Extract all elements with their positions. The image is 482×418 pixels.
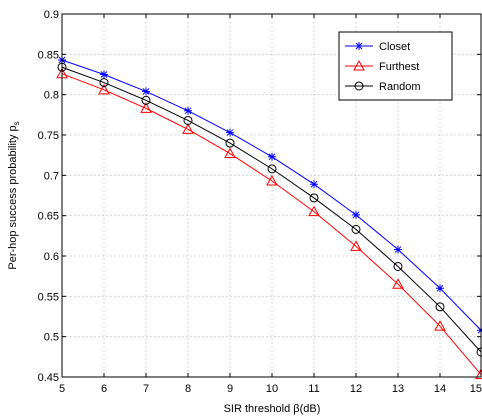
series-layer: [56, 55, 482, 380]
data-point-closet: [268, 152, 276, 161]
series-line-furthest: [61, 73, 482, 375]
y-tick-label: 0.6: [44, 251, 59, 263]
data-point-random: [351, 224, 361, 234]
legend: Closet Furthest Random: [338, 31, 453, 101]
data-point-closet: [184, 106, 192, 115]
x-tick-label: 7: [143, 383, 149, 395]
x-axis-label-text: SIR threshold β(dB): [224, 403, 321, 415]
x-tick-label: 15: [470, 383, 482, 395]
data-point-random: [267, 164, 277, 174]
data-point-furthest: [392, 278, 404, 289]
legend-marker: [355, 42, 363, 50]
data-point-random: [141, 95, 151, 105]
data-point-closet: [100, 70, 108, 79]
data-point-furthest: [350, 240, 362, 251]
legend-label: Random: [379, 81, 421, 93]
data-point-furthest: [266, 174, 278, 186]
tick-labels: 5 6 7 8 9 10 11 12 13 14 15 0.45 0.5 0.55 0.6 0.65 0.7 0.…: [38, 9, 482, 395]
series-furthest: [56, 67, 482, 380]
y-tick-label: 0.9: [44, 9, 59, 21]
data-point-random: [183, 115, 193, 125]
data-point-closet: [394, 245, 402, 254]
x-tick-label: 8: [185, 383, 191, 395]
data-point-random: [435, 302, 445, 312]
data-point-closet: [436, 284, 444, 293]
legend-marker: [353, 59, 365, 71]
data-point-closet: [226, 128, 234, 137]
y-tick-label: 0.75: [38, 130, 59, 142]
y-tick-label: 0.7: [44, 170, 59, 182]
x-tick-label: 13: [392, 383, 404, 395]
data-point-closet: [352, 210, 360, 219]
y-tick-label: 0.65: [38, 211, 59, 223]
legend-label: Furthest: [379, 61, 419, 73]
data-point-random: [99, 78, 109, 88]
x-axis-label: SIR threshold β(dB): [224, 403, 321, 415]
data-point-furthest: [98, 83, 110, 95]
data-point-furthest: [140, 102, 152, 113]
x-tick-label: 9: [227, 383, 233, 395]
legend-entry-furthest: Furthest: [345, 59, 419, 73]
x-tick-label: 5: [59, 383, 65, 395]
data-point-furthest: [224, 147, 236, 159]
series-random: [57, 62, 482, 357]
data-point-furthest: [434, 320, 446, 331]
legend-label: Closet: [379, 41, 410, 53]
data-point-random: [309, 193, 319, 203]
x-tick-label: 12: [350, 383, 362, 395]
y-axis-label: Per-hop success probability ps: [7, 121, 21, 269]
data-point-random: [393, 261, 403, 271]
tick-marks: [61, 13, 482, 378]
y-axis-label-subscript: s: [12, 121, 21, 125]
data-point-furthest: [182, 123, 194, 134]
data-point-furthest: [308, 205, 320, 217]
y-tick-label: 0.5: [44, 332, 59, 344]
y-tick-label: 0.45: [38, 372, 59, 384]
x-tick-label: 14: [434, 383, 446, 395]
data-point-closet: [142, 87, 150, 96]
y-tick-label: 0.8: [44, 90, 59, 102]
data-point-random: [225, 138, 235, 148]
legend-marker: [354, 81, 364, 91]
legend-entry-closet: Closet: [345, 41, 410, 53]
x-tick-label: 11: [308, 383, 319, 395]
y-axis-label-text: Per-hop success probability p: [7, 125, 19, 269]
y-tick-label: 0.55: [38, 291, 59, 303]
x-tick-label: 10: [266, 383, 278, 395]
y-tick-label: 0.85: [38, 49, 59, 61]
legend-entries: Closet Furthest Random: [345, 41, 421, 93]
series-line-random: [61, 66, 482, 353]
data-point-furthest: [475, 368, 482, 380]
data-point-closet: [310, 180, 318, 189]
legend-entry-random: Random: [345, 81, 421, 93]
x-tick-label: 6: [101, 383, 107, 395]
